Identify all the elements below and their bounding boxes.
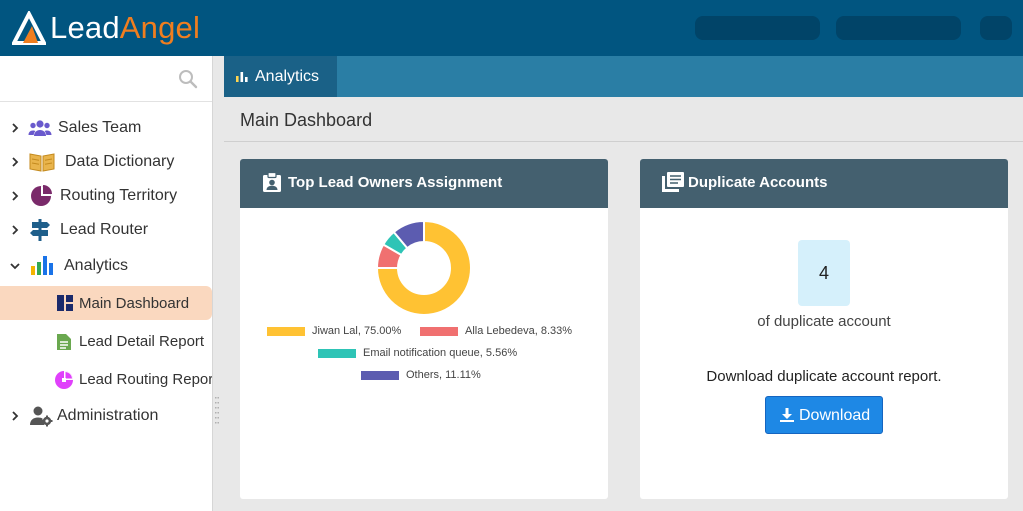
sidebar-item-label: Routing Territory — [60, 187, 178, 204]
people-icon — [28, 120, 52, 136]
sidebar-item-sales-team[interactable]: Sales Team — [0, 111, 212, 145]
chevron-right-icon[interactable] — [9, 409, 21, 423]
header-placeholder-3[interactable] — [980, 16, 1012, 40]
sidebar-item-label: Analytics — [64, 257, 129, 274]
logo-triangle-icon — [12, 11, 46, 45]
admin-gear-icon — [30, 406, 53, 427]
duplicate-count: 4 — [798, 240, 850, 306]
legend-swatch — [420, 326, 458, 336]
sidebar-search[interactable] — [0, 56, 212, 102]
chevron-right-icon[interactable] — [9, 121, 21, 135]
download-button-label: Download — [799, 407, 871, 424]
donut-slice-jiwan-lal[interactable] — [375, 219, 472, 316]
sidebar: Sales Team Data Dictionary Routing Terri… — [0, 56, 213, 511]
download-icon — [780, 408, 794, 422]
sidebar-item-routing-territory[interactable]: Routing Territory — [0, 179, 212, 213]
legend-item-alla-lebedeva[interactable]: Alla Lebedeva, 8.33% — [420, 325, 572, 337]
dashboard-icon — [57, 295, 73, 311]
sidebar-subitem-lead-detail-report[interactable]: Lead Detail Report — [0, 324, 212, 358]
logo-angel-text: Angel — [119, 10, 201, 45]
clipboard-user-icon — [263, 172, 281, 192]
legend-label: Alla Lebedeva, 8.33% — [465, 325, 573, 337]
legend-item-jiwan-lal[interactable]: Jiwan Lal, 75.00% — [267, 325, 401, 337]
download-description: Download duplicate account report. — [706, 368, 942, 385]
tab-analytics[interactable]: Analytics — [224, 56, 337, 97]
book-icon — [29, 153, 55, 172]
page-header: Main Dashboard — [224, 97, 1023, 142]
download-button[interactable]: Download — [765, 396, 883, 434]
sidebar-subitem-label: Lead Routing Report — [79, 371, 212, 388]
header-placeholder-2[interactable] — [836, 16, 961, 40]
logo-lead-text: Lead — [50, 10, 120, 45]
duplicate-count-label: of duplicate account — [757, 313, 891, 330]
tab-bar: Analytics — [224, 56, 1023, 97]
sidebar-item-label: Data Dictionary — [65, 153, 175, 170]
chevron-down-icon[interactable] — [9, 259, 21, 273]
sidebar-subitem-lead-routing-report[interactable]: Lead Routing Report — [0, 362, 212, 396]
sidebar-resize-handle[interactable] — [215, 395, 219, 429]
sidebar-item-label: Sales Team — [58, 119, 142, 136]
sidebar-item-data-dictionary[interactable]: Data Dictionary — [0, 145, 212, 179]
top-header: LeadAngel — [0, 0, 1023, 56]
tab-label: Analytics — [255, 68, 320, 85]
chevron-right-icon[interactable] — [9, 223, 21, 237]
donut-chart — [375, 219, 472, 316]
card-title: Top Lead Owners Assignment — [288, 174, 503, 191]
legend-label: Email notification queue, 5.56% — [363, 347, 518, 359]
sidebar-item-administration[interactable]: Administration — [0, 399, 212, 433]
pie-report-icon — [55, 371, 73, 389]
chevron-right-icon[interactable] — [9, 189, 21, 203]
sidebar-subitem-main-dashboard[interactable]: Main Dashboard — [0, 286, 212, 320]
sidebar-subitem-label: Lead Detail Report — [79, 333, 205, 350]
legend-label: Others, 11.11% — [406, 369, 481, 381]
signpost-icon — [30, 219, 50, 241]
page-title: Main Dashboard — [240, 110, 373, 130]
card-header: Top Lead Owners Assignment — [240, 159, 608, 208]
sidebar-item-lead-router[interactable]: Lead Router — [0, 213, 212, 247]
legend-item-others[interactable]: Others, 11.11% — [361, 369, 481, 381]
sidebar-item-analytics[interactable]: Analytics — [0, 249, 212, 283]
legend-swatch — [361, 370, 399, 380]
legend-item-email-notification-queue[interactable]: Email notification queue, 5.56% — [318, 347, 517, 359]
list-stack-icon — [662, 172, 684, 192]
card-top-lead-owners: Top Lead Owners Assignment Jiwan Lal, 75… — [240, 159, 608, 499]
card-header: Duplicate Accounts — [640, 159, 1008, 208]
chevron-right-icon[interactable] — [9, 155, 21, 169]
bar-chart-icon — [31, 256, 53, 275]
search-icon[interactable] — [178, 69, 198, 89]
card-title: Duplicate Accounts — [688, 174, 828, 191]
document-icon — [57, 334, 71, 350]
legend-swatch — [267, 326, 305, 336]
sidebar-item-label: Administration — [57, 407, 159, 424]
sidebar-subitem-label: Main Dashboard — [79, 295, 190, 312]
card-duplicate-accounts: Duplicate Accounts 4 of duplicate accoun… — [640, 159, 1008, 499]
leadangel-logo[interactable]: LeadAngel — [12, 8, 200, 48]
bar-chart-icon — [236, 72, 248, 82]
donut-slice-others[interactable] — [392, 219, 425, 250]
legend-swatch — [318, 348, 356, 358]
header-placeholder-1[interactable] — [695, 16, 820, 40]
sidebar-item-label: Lead Router — [60, 221, 149, 238]
pie-icon — [31, 185, 52, 206]
legend-label: Jiwan Lal, 75.00% — [312, 325, 402, 337]
